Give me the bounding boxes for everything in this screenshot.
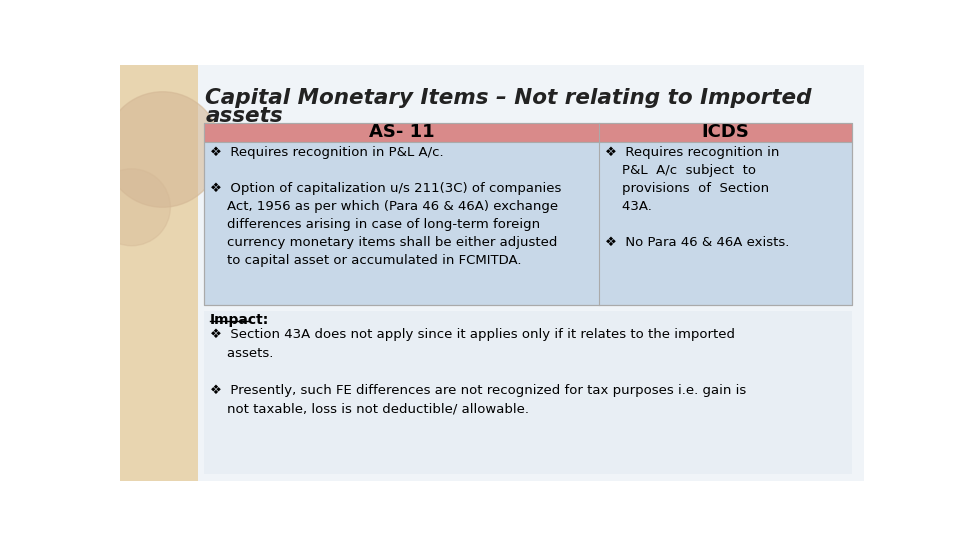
Text: Capital Monetary Items – Not relating to Imported: Capital Monetary Items – Not relating to… — [205, 88, 812, 108]
Bar — [120, 65, 198, 481]
Text: ❖  Requires recognition in
    P&L  A/c  subject  to
    provisions  of  Section: ❖ Requires recognition in P&L A/c subjec… — [605, 146, 789, 249]
Circle shape — [93, 168, 170, 246]
Text: ❖  Section 43A does not apply since it applies only if it relates to the importe: ❖ Section 43A does not apply since it ap… — [210, 328, 746, 415]
Text: Impact:: Impact: — [210, 313, 269, 327]
Bar — [204, 123, 852, 305]
Text: assets: assets — [205, 106, 283, 126]
Text: AS- 11: AS- 11 — [369, 123, 434, 141]
Bar — [204, 123, 852, 142]
Bar — [198, 65, 864, 481]
Circle shape — [105, 92, 221, 207]
Bar — [204, 142, 852, 305]
Bar — [204, 311, 852, 475]
Text: ICDS: ICDS — [702, 123, 750, 141]
Text: ❖  Requires recognition in P&L A/c.

❖  Option of capitalization u/s 211(3C) of : ❖ Requires recognition in P&L A/c. ❖ Opt… — [210, 146, 562, 267]
